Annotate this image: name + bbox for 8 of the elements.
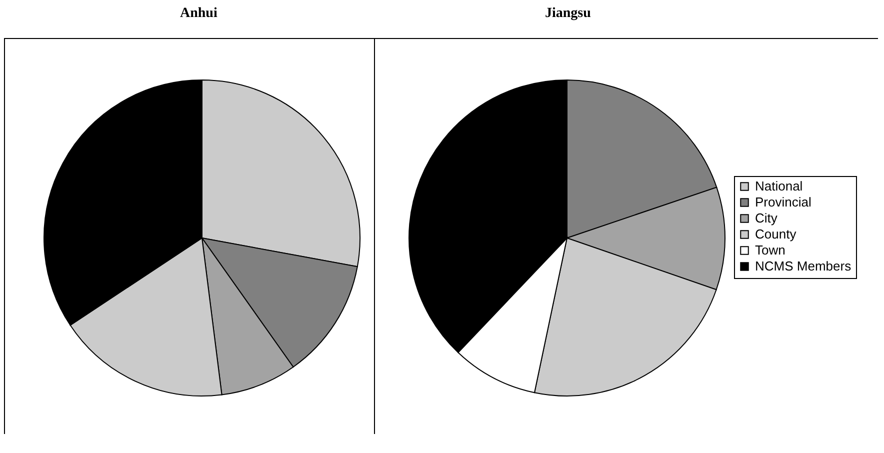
legend-label: City [755, 210, 778, 226]
chart-title: Jiangsu [545, 6, 592, 21]
legend-label: County [755, 226, 797, 242]
legend-label: Town [755, 242, 786, 258]
legend-label: National [755, 178, 803, 194]
chart-title: Anhui [180, 6, 218, 21]
legend-label: NCMS Members [755, 258, 852, 274]
legend-label: Provincial [755, 194, 812, 210]
